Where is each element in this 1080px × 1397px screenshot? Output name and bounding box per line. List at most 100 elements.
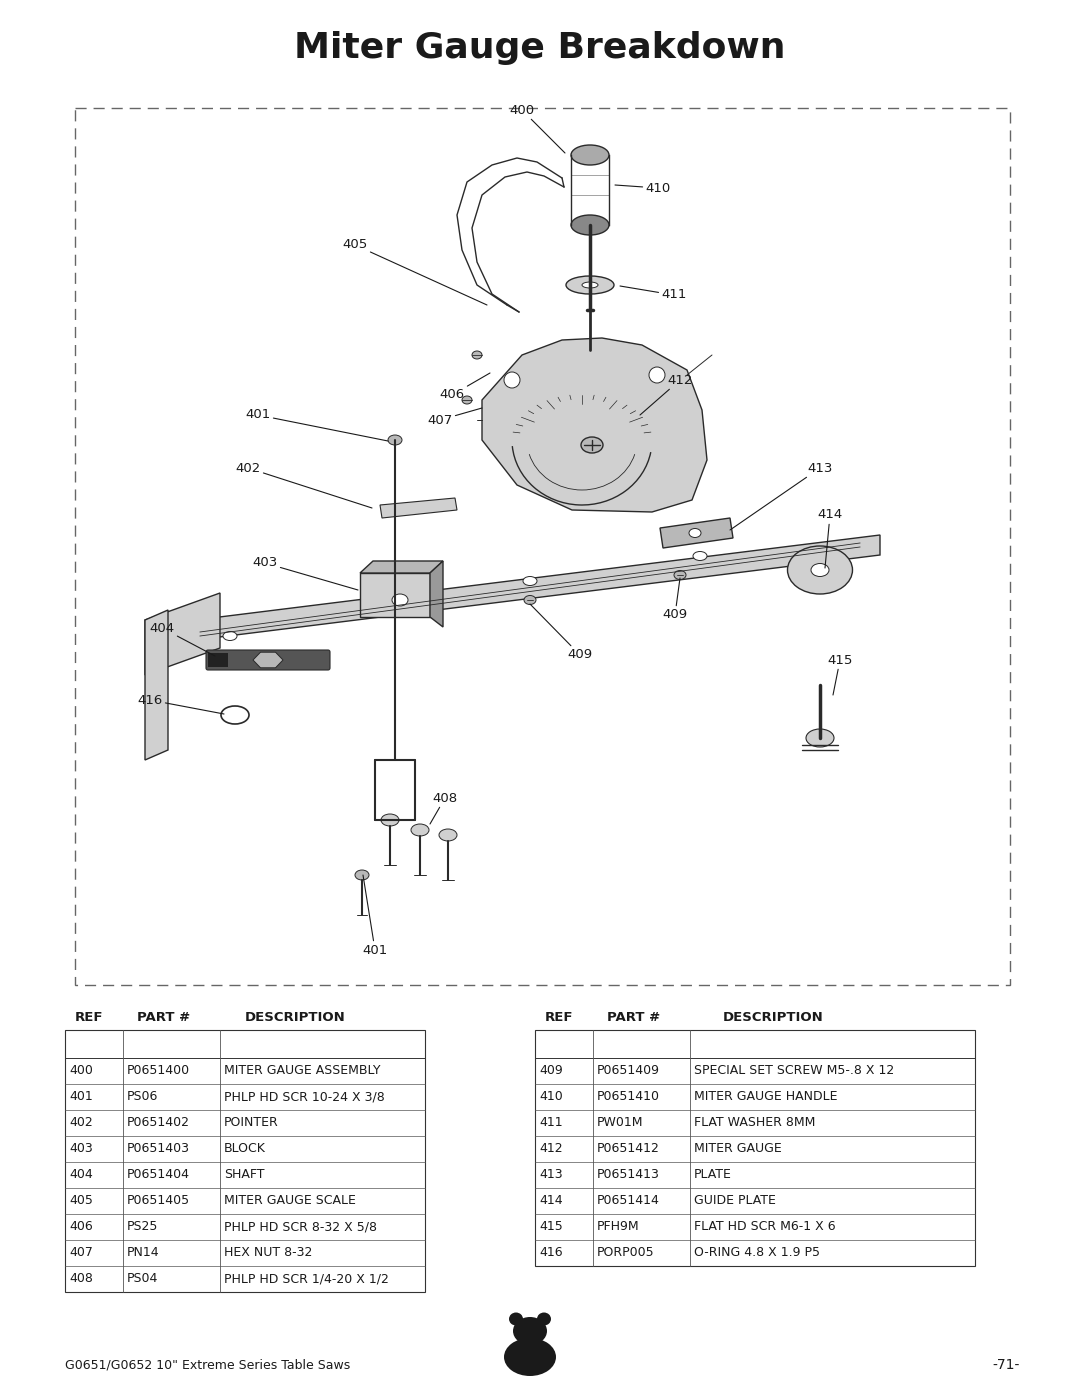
Text: 413: 413 xyxy=(730,461,833,529)
Text: PART #: PART # xyxy=(137,1011,190,1024)
FancyBboxPatch shape xyxy=(206,650,330,671)
Text: PN14: PN14 xyxy=(127,1246,160,1260)
Text: P0651414: P0651414 xyxy=(597,1194,660,1207)
Bar xyxy=(65,1030,426,1292)
Text: -71-: -71- xyxy=(993,1358,1020,1372)
Polygon shape xyxy=(145,610,168,760)
Text: Miter Gauge Breakdown: Miter Gauge Breakdown xyxy=(294,31,786,66)
Text: 409: 409 xyxy=(662,578,688,622)
Text: 403: 403 xyxy=(253,556,357,590)
Text: SHAFT: SHAFT xyxy=(224,1168,265,1182)
Text: 416: 416 xyxy=(539,1246,563,1260)
Ellipse shape xyxy=(509,1313,523,1326)
Text: 407: 407 xyxy=(428,408,482,426)
Text: 415: 415 xyxy=(827,654,853,694)
Ellipse shape xyxy=(222,631,237,640)
Text: 410: 410 xyxy=(615,182,671,194)
Text: FLAT WASHER 8MM: FLAT WASHER 8MM xyxy=(694,1116,815,1130)
Text: FLAT HD SCR M6-1 X 6: FLAT HD SCR M6-1 X 6 xyxy=(694,1221,836,1234)
Text: 414: 414 xyxy=(818,509,842,569)
Text: PART #: PART # xyxy=(607,1011,660,1024)
Ellipse shape xyxy=(674,570,686,580)
Text: 415: 415 xyxy=(539,1221,563,1234)
Ellipse shape xyxy=(523,577,537,585)
Text: 402: 402 xyxy=(235,461,372,509)
Text: O-RING 4.8 X 1.9 P5: O-RING 4.8 X 1.9 P5 xyxy=(694,1246,820,1260)
Text: PW01M: PW01M xyxy=(597,1116,644,1130)
Text: 402: 402 xyxy=(69,1116,93,1130)
Text: POINTER: POINTER xyxy=(224,1116,279,1130)
Text: PHLP HD SCR 8-32 X 5/8: PHLP HD SCR 8-32 X 5/8 xyxy=(224,1221,377,1234)
Polygon shape xyxy=(208,652,228,666)
Text: PORP005: PORP005 xyxy=(597,1246,654,1260)
Text: MITER GAUGE SCALE: MITER GAUGE SCALE xyxy=(224,1194,356,1207)
Text: 416: 416 xyxy=(137,693,224,714)
Text: DESCRIPTION: DESCRIPTION xyxy=(723,1011,823,1024)
Polygon shape xyxy=(145,592,220,675)
Text: 400: 400 xyxy=(69,1065,93,1077)
Text: 404: 404 xyxy=(69,1168,93,1182)
Text: 408: 408 xyxy=(69,1273,93,1285)
Text: GUIDE PLATE: GUIDE PLATE xyxy=(694,1194,775,1207)
Text: 410: 410 xyxy=(539,1091,563,1104)
Ellipse shape xyxy=(582,282,598,288)
Ellipse shape xyxy=(566,277,615,293)
Text: MITER GAUGE: MITER GAUGE xyxy=(694,1143,782,1155)
Ellipse shape xyxy=(571,145,609,165)
Text: P0651413: P0651413 xyxy=(597,1168,660,1182)
Text: MITER GAUGE HANDLE: MITER GAUGE HANDLE xyxy=(694,1091,837,1104)
Text: 414: 414 xyxy=(539,1194,563,1207)
Ellipse shape xyxy=(689,528,701,538)
Text: 412: 412 xyxy=(640,373,692,415)
Ellipse shape xyxy=(806,729,834,747)
Circle shape xyxy=(504,372,519,388)
Ellipse shape xyxy=(537,1313,551,1326)
Ellipse shape xyxy=(513,1317,546,1345)
Text: P0651404: P0651404 xyxy=(127,1168,190,1182)
FancyBboxPatch shape xyxy=(360,573,430,617)
Text: 409: 409 xyxy=(539,1065,563,1077)
Ellipse shape xyxy=(462,395,472,404)
Ellipse shape xyxy=(355,870,369,880)
Bar xyxy=(535,1030,975,1266)
Text: 411: 411 xyxy=(539,1116,563,1130)
Text: P0651412: P0651412 xyxy=(597,1143,660,1155)
Text: P0651400: P0651400 xyxy=(127,1065,190,1077)
Text: 400: 400 xyxy=(510,103,565,154)
Ellipse shape xyxy=(392,594,408,606)
Text: 411: 411 xyxy=(620,286,687,302)
Text: PS04: PS04 xyxy=(127,1273,159,1285)
Ellipse shape xyxy=(381,814,399,826)
Bar xyxy=(75,108,1010,985)
Text: PFH9M: PFH9M xyxy=(597,1221,639,1234)
Text: 405: 405 xyxy=(342,239,487,305)
Text: 401: 401 xyxy=(363,875,388,957)
Text: 406: 406 xyxy=(440,373,490,401)
Text: 406: 406 xyxy=(69,1221,93,1234)
Text: SPECIAL SET SCREW M5-.8 X 12: SPECIAL SET SCREW M5-.8 X 12 xyxy=(694,1065,894,1077)
Text: P0651405: P0651405 xyxy=(127,1194,190,1207)
Ellipse shape xyxy=(411,824,429,835)
Ellipse shape xyxy=(693,552,707,560)
Text: HEX NUT 8-32: HEX NUT 8-32 xyxy=(224,1246,312,1260)
Polygon shape xyxy=(360,562,443,573)
Text: 407: 407 xyxy=(69,1246,93,1260)
Text: 404: 404 xyxy=(149,622,215,657)
Text: PS25: PS25 xyxy=(127,1221,159,1234)
Ellipse shape xyxy=(571,215,609,235)
Text: P0651409: P0651409 xyxy=(597,1065,660,1077)
Polygon shape xyxy=(482,338,707,511)
Text: 412: 412 xyxy=(539,1143,563,1155)
Text: DESCRIPTION: DESCRIPTION xyxy=(244,1011,346,1024)
Text: 413: 413 xyxy=(539,1168,563,1182)
Ellipse shape xyxy=(811,563,829,577)
Text: 409: 409 xyxy=(530,604,593,662)
Text: 405: 405 xyxy=(69,1194,93,1207)
Polygon shape xyxy=(380,497,457,518)
Circle shape xyxy=(649,367,665,383)
Text: PS06: PS06 xyxy=(127,1091,159,1104)
Text: PLATE: PLATE xyxy=(694,1168,732,1182)
Text: P0651402: P0651402 xyxy=(127,1116,190,1130)
Text: P0651403: P0651403 xyxy=(127,1143,190,1155)
Ellipse shape xyxy=(524,595,536,605)
